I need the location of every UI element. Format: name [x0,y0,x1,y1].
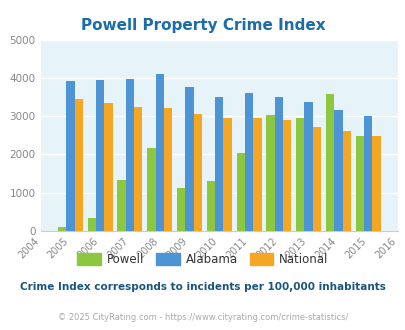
Bar [253,118,261,231]
Bar [147,148,155,231]
Bar [66,81,75,231]
Bar [126,79,134,231]
Bar [236,153,244,231]
Text: © 2025 CityRating.com - https://www.cityrating.com/crime-statistics/: © 2025 CityRating.com - https://www.city… [58,313,347,322]
Bar [193,114,201,231]
Bar [274,97,282,231]
Text: Crime Index corresponds to incidents per 100,000 inhabitants: Crime Index corresponds to incidents per… [20,282,385,292]
Bar [371,136,379,231]
Bar [325,94,333,231]
Bar [164,108,172,231]
Bar [134,107,142,231]
Bar [304,102,312,231]
Bar [185,87,193,231]
Bar [206,181,215,231]
Bar [87,217,96,231]
Bar [104,103,112,231]
Bar [282,120,290,231]
Bar [117,180,126,231]
Bar [312,127,320,231]
Bar [155,75,164,231]
Bar [295,118,304,231]
Bar [75,99,83,231]
Bar [333,110,342,231]
Bar [215,97,223,231]
Text: Powell Property Crime Index: Powell Property Crime Index [81,18,324,33]
Legend: Powell, Alabama, National: Powell, Alabama, National [72,248,333,271]
Bar [244,93,253,231]
Bar [58,227,66,231]
Bar [363,116,371,231]
Bar [96,80,104,231]
Bar [342,131,350,231]
Bar [355,136,363,231]
Bar [223,118,231,231]
Bar [177,188,185,231]
Bar [266,115,274,231]
